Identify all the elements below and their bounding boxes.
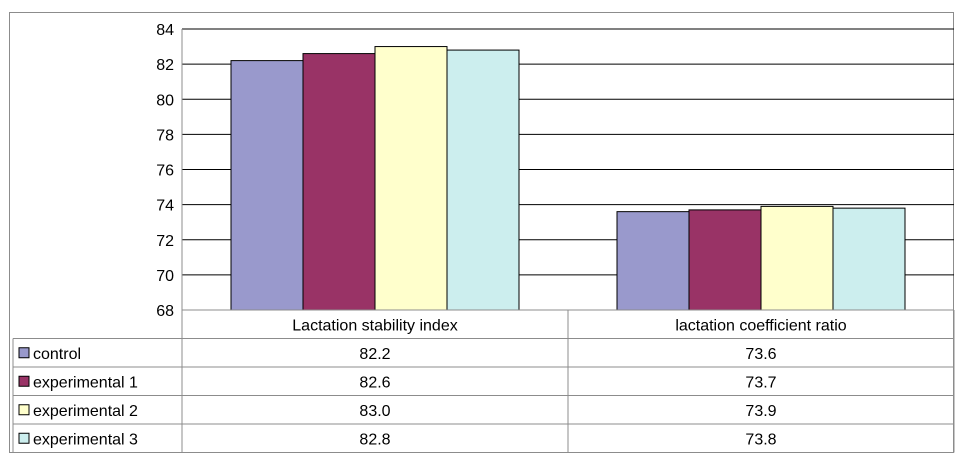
y-tick-label: 80 (156, 92, 174, 109)
y-tick-label: 76 (156, 163, 174, 180)
legend-key (18, 432, 30, 444)
series-label: experimental 2 (33, 403, 138, 420)
y-tick-label: 70 (156, 268, 174, 285)
y-tick-label: 78 (156, 127, 174, 144)
y-tick-label: 72 (156, 233, 174, 250)
y-tick-label: 84 (156, 22, 174, 39)
y-tick-label: 68 (156, 303, 174, 320)
category-label: Lactation stability index (292, 317, 457, 334)
bar (302, 53, 376, 311)
data-value: 82.8 (359, 431, 390, 448)
data-value: 73.6 (745, 346, 776, 363)
data-value: 83.0 (359, 403, 390, 420)
data-value: 73.9 (745, 403, 776, 420)
series-label: control (33, 346, 81, 363)
series-label: experimental 1 (33, 374, 138, 391)
y-tick-label: 82 (156, 57, 174, 74)
bar (760, 205, 834, 311)
bar (374, 46, 448, 311)
data-value: 82.6 (359, 374, 390, 391)
bar (230, 60, 304, 311)
bar (446, 49, 520, 311)
bar (616, 211, 690, 311)
legend-key (18, 375, 30, 387)
legend-key (18, 404, 30, 416)
bar (688, 209, 762, 311)
data-value: 73.8 (745, 431, 776, 448)
y-tick-label: 74 (156, 198, 174, 215)
legend-key (18, 347, 30, 359)
category-label: lactation coefficient ratio (675, 317, 846, 334)
series-label: experimental 3 (33, 431, 138, 448)
data-value: 82.2 (359, 346, 390, 363)
data-value: 73.7 (745, 374, 776, 391)
bar (832, 207, 906, 311)
